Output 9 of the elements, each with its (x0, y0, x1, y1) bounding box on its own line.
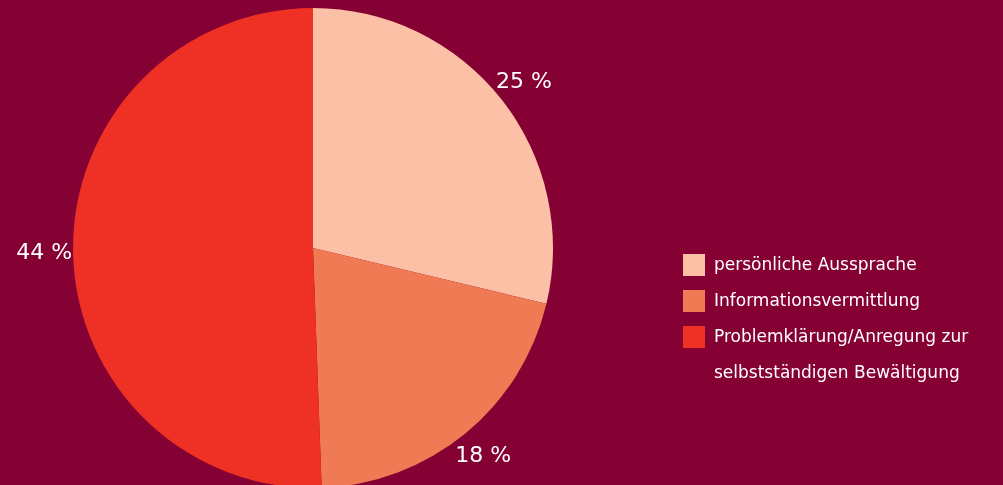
pie-slice (313, 8, 553, 304)
legend-label: persönliche Aussprache (714, 254, 917, 274)
pie-slice (73, 8, 322, 485)
legend-label: Informationsvermittlung (714, 290, 921, 310)
legend-label: Problemklärung/Anregung zur selbstständigen Bewältigung (714, 326, 969, 382)
data-label: 44 % (16, 238, 73, 264)
data-label: 25 % (496, 67, 552, 93)
data-label: 18 % (455, 441, 512, 467)
pie-slice (313, 248, 547, 485)
